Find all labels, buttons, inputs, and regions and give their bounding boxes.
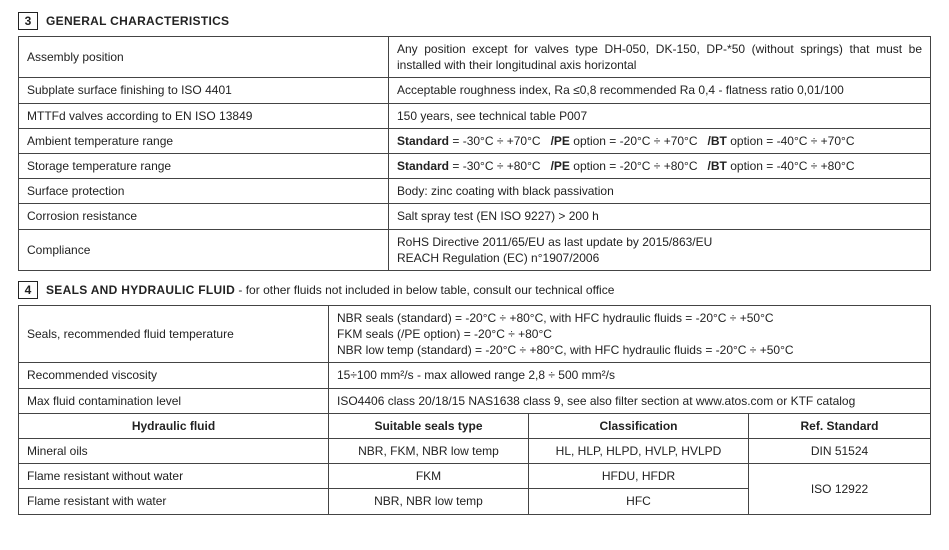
class-flame-without-water: HFDU, HFDR [529, 464, 749, 489]
compliance-line-1: RoHS Directive 2011/65/EU as last update… [397, 235, 712, 249]
compliance-line-2: REACH Regulation (EC) n°1907/2006 [397, 251, 599, 265]
storage-bt-value: option = -40°C ÷ +80°C [727, 159, 855, 173]
storage-bt-label: /BT [708, 159, 727, 173]
table-row: Mineral oils NBR, FKM, NBR low temp HL, … [19, 439, 931, 464]
ambient-standard-value: = -30°C ÷ +70°C [449, 134, 541, 148]
table-header-row: Hydraulic fluid Suitable seals type Clas… [19, 413, 931, 438]
surface-protection-label: Surface protection [19, 179, 389, 204]
ref-iso-12922: ISO 12922 [749, 464, 931, 514]
table-row: Seals, recommended fluid temperature NBR… [19, 305, 931, 363]
ambient-standard-label: Standard [397, 134, 449, 148]
contamination-value: ISO4406 class 20/18/15 NAS1638 class 9, … [329, 388, 931, 413]
subplate-label: Subplate surface finishing to ISO 4401 [19, 78, 389, 103]
header-ref-standard: Ref. Standard [749, 413, 931, 438]
assembly-position-label: Assembly position [19, 37, 389, 78]
corrosion-resistance-label: Corrosion resistance [19, 204, 389, 229]
table-row: Max fluid contamination level ISO4406 cl… [19, 388, 931, 413]
section-4-title-line: SEALS AND HYDRAULIC FLUID - for other fl… [46, 283, 614, 297]
section-3-title: GENERAL CHARACTERISTICS [46, 14, 229, 28]
ambient-temp-value: Standard = -30°C ÷ +70°C /PE option = -2… [389, 128, 931, 153]
surface-protection-value: Body: zinc coating with black passivatio… [389, 179, 931, 204]
table-row: Corrosion resistance Salt spray test (EN… [19, 204, 931, 229]
storage-temp-label: Storage temperature range [19, 153, 389, 178]
contamination-label: Max fluid contamination level [19, 388, 329, 413]
storage-standard-value: = -30°C ÷ +80°C [449, 159, 541, 173]
seals-temp-label: Seals, recommended fluid temperature [19, 305, 329, 363]
storage-temp-value: Standard = -30°C ÷ +80°C /PE option = -2… [389, 153, 931, 178]
subplate-value: Acceptable roughness index, Ra ≤0,8 reco… [389, 78, 931, 103]
storage-pe-value: option = -20°C ÷ +80°C [570, 159, 698, 173]
section-4-note: - for other fluids not included in below… [235, 283, 614, 297]
section-4-title: SEALS AND HYDRAULIC FLUID [46, 283, 235, 297]
compliance-value: RoHS Directive 2011/65/EU as last update… [389, 229, 931, 270]
ambient-bt-value: option = -40°C ÷ +70°C [727, 134, 855, 148]
mttfd-value: 150 years, see technical table P007 [389, 103, 931, 128]
fluid-mineral-oils: Mineral oils [19, 439, 329, 464]
seals-flame-with-water: NBR, NBR low temp [329, 489, 529, 514]
table-row: Subplate surface finishing to ISO 4401 A… [19, 78, 931, 103]
storage-pe-label: /PE [551, 159, 570, 173]
class-flame-with-water: HFC [529, 489, 749, 514]
fluid-flame-without-water: Flame resistant without water [19, 464, 329, 489]
viscosity-label: Recommended viscosity [19, 363, 329, 388]
seals-fluid-table: Seals, recommended fluid temperature NBR… [18, 305, 931, 515]
section-4-number: 4 [18, 281, 38, 299]
section-4-header: 4 SEALS AND HYDRAULIC FLUID - for other … [18, 281, 931, 299]
mttfd-label: MTTFd valves according to EN ISO 13849 [19, 103, 389, 128]
table-row: Ambient temperature range Standard = -30… [19, 128, 931, 153]
seals-flame-without-water: FKM [329, 464, 529, 489]
compliance-label: Compliance [19, 229, 389, 270]
table-row: MTTFd valves according to EN ISO 13849 1… [19, 103, 931, 128]
header-classification: Classification [529, 413, 749, 438]
ref-mineral-oils: DIN 51524 [749, 439, 931, 464]
table-row: Compliance RoHS Directive 2011/65/EU as … [19, 229, 931, 270]
fluid-flame-with-water: Flame resistant with water [19, 489, 329, 514]
ambient-pe-value: option = -20°C ÷ +70°C [570, 134, 698, 148]
seals-mineral-oils: NBR, FKM, NBR low temp [329, 439, 529, 464]
table-row: Flame resistant without water FKM HFDU, … [19, 464, 931, 489]
seals-temp-value: NBR seals (standard) = -20°C ÷ +80°C, wi… [329, 305, 931, 363]
table-row: Storage temperature range Standard = -30… [19, 153, 931, 178]
storage-standard-label: Standard [397, 159, 449, 173]
ambient-temp-label: Ambient temperature range [19, 128, 389, 153]
header-hydraulic-fluid: Hydraulic fluid [19, 413, 329, 438]
ambient-pe-label: /PE [551, 134, 570, 148]
seals-line-1: NBR seals (standard) = -20°C ÷ +80°C, wi… [337, 311, 774, 325]
table-row: Assembly position Any position except fo… [19, 37, 931, 78]
class-mineral-oils: HL, HLP, HLPD, HVLP, HVLPD [529, 439, 749, 464]
seals-line-3: NBR low temp (standard) = -20°C ÷ +80°C,… [337, 343, 794, 357]
seals-line-2: FKM seals (/PE option) = -20°C ÷ +80°C [337, 327, 552, 341]
header-suitable-seals: Suitable seals type [329, 413, 529, 438]
ambient-bt-label: /BT [708, 134, 727, 148]
corrosion-resistance-value: Salt spray test (EN ISO 9227) > 200 h [389, 204, 931, 229]
assembly-position-value: Any position except for valves type DH-0… [389, 37, 931, 78]
general-characteristics-table: Assembly position Any position except fo… [18, 36, 931, 271]
section-3-header: 3 GENERAL CHARACTERISTICS [18, 12, 931, 30]
section-3-number: 3 [18, 12, 38, 30]
table-row: Surface protection Body: zinc coating wi… [19, 179, 931, 204]
viscosity-value: 15÷100 mm²/s - max allowed range 2,8 ÷ 5… [329, 363, 931, 388]
table-row: Recommended viscosity 15÷100 mm²/s - max… [19, 363, 931, 388]
